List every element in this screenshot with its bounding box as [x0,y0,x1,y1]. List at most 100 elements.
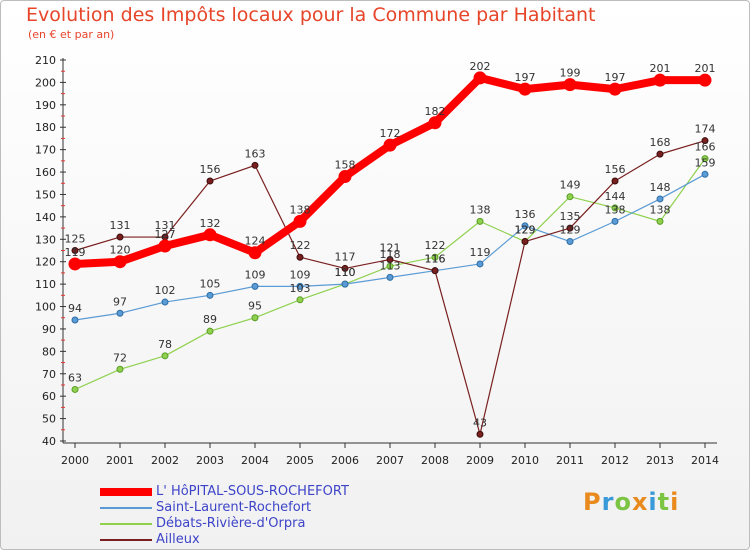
data-label: 105 [200,277,221,290]
legend-item: L' HôPITAL-SOUS-ROCHEFORT [100,484,460,500]
data-point[interactable] [428,116,442,130]
data-label: 129 [515,224,536,237]
data-point[interactable] [383,138,397,152]
data-point[interactable] [71,247,79,254]
y-tick-label: 180 [35,121,56,134]
data-point[interactable] [563,78,577,92]
data-point[interactable] [476,217,484,225]
data-point[interactable] [251,314,259,322]
data-label: 63 [68,371,82,384]
data-point[interactable] [656,150,664,158]
data-point[interactable] [701,137,709,145]
data-label: 182 [425,105,446,118]
data-point[interactable] [251,282,259,290]
data-label: 138 [650,203,671,216]
data-label: 78 [158,338,172,351]
data-point[interactable] [206,291,214,299]
data-point[interactable] [611,204,619,212]
data-point[interactable] [701,155,709,163]
data-point[interactable] [653,73,667,87]
data-point[interactable] [296,296,304,304]
data-point[interactable] [386,273,394,281]
series-2 [71,155,709,393]
data-label: 109 [245,268,266,281]
data-point[interactable] [698,73,712,87]
data-point[interactable] [116,309,124,317]
data-labels-layer: 6372788995103110118122138129149144138166… [65,60,716,429]
data-point[interactable] [566,224,574,232]
data-point[interactable] [656,195,664,203]
data-point[interactable] [161,352,169,360]
data-point[interactable] [341,264,349,272]
data-label: 118 [380,248,401,261]
data-point[interactable] [71,385,79,393]
data-point[interactable] [338,170,352,184]
data-point[interactable] [431,253,439,261]
y-tick-label: 140 [35,211,56,224]
data-point[interactable] [521,222,529,230]
data-point[interactable] [341,280,349,288]
data-point[interactable] [251,161,259,169]
x-tick-label: 2000 [61,454,89,467]
data-point[interactable] [608,82,622,96]
legend-label: L' HôPITAL-SOUS-ROCHEFORT [156,484,349,499]
data-point[interactable] [611,177,619,185]
x-tick-label: 2007 [376,454,404,467]
data-point[interactable] [476,430,484,438]
data-point[interactable] [518,82,532,96]
data-point[interactable] [521,238,529,246]
data-point[interactable] [476,260,484,268]
data-point[interactable] [113,255,127,269]
data-point[interactable] [296,253,304,261]
y-tick-label: 150 [35,188,56,201]
x-tick-label: 2010 [511,454,539,467]
data-point[interactable] [293,214,307,228]
data-label: 138 [605,203,626,216]
data-label: 95 [248,300,262,313]
data-point[interactable] [566,238,574,246]
chart-subtitle: (en € et par an) [28,28,115,41]
data-point[interactable] [161,298,169,306]
data-label: 120 [110,244,131,257]
data-point[interactable] [203,228,217,242]
y-tick-label: 40 [42,435,56,448]
data-point[interactable] [206,177,214,185]
data-label: 158 [335,159,356,172]
data-point[interactable] [248,246,262,260]
x-tick-label: 2013 [646,454,674,467]
data-label: 197 [605,71,626,84]
data-point[interactable] [116,233,124,241]
y-tick-label: 80 [42,345,56,358]
data-point[interactable] [701,170,709,178]
data-label: 119 [470,246,491,259]
series-layer [68,71,712,438]
y-tick-label: 50 [42,413,56,426]
data-point[interactable] [656,217,664,225]
x-tick-label: 2014 [691,454,719,467]
legend-item: Saint-Laurent-Rochefort [100,500,460,516]
data-label: 135 [560,210,581,223]
legend-item: Débats-Rivière-d'Orpra [100,516,460,532]
data-label: 122 [290,239,311,252]
legend: L' HôPITAL-SOUS-ROCHEFORT Saint-Laurent-R… [100,484,460,548]
data-label: 109 [290,268,311,281]
data-point[interactable] [116,365,124,373]
data-point[interactable] [386,255,394,263]
data-point[interactable] [431,267,439,275]
y-tick-label: 70 [42,368,56,381]
data-label: 121 [380,241,401,254]
x-tick-label: 2005 [286,454,314,467]
y-tick-label: 120 [35,256,56,269]
data-point[interactable] [566,193,574,201]
data-label: 132 [200,217,221,230]
data-point[interactable] [611,217,619,225]
data-point[interactable] [473,71,487,85]
data-point[interactable] [68,257,82,271]
data-point[interactable] [206,327,214,335]
data-point[interactable] [71,316,79,324]
data-point[interactable] [296,282,304,290]
data-point[interactable] [158,239,172,253]
y-tick-label: 210 [35,54,56,67]
data-point[interactable] [386,262,394,270]
legend-item: Ailleux [100,532,460,548]
